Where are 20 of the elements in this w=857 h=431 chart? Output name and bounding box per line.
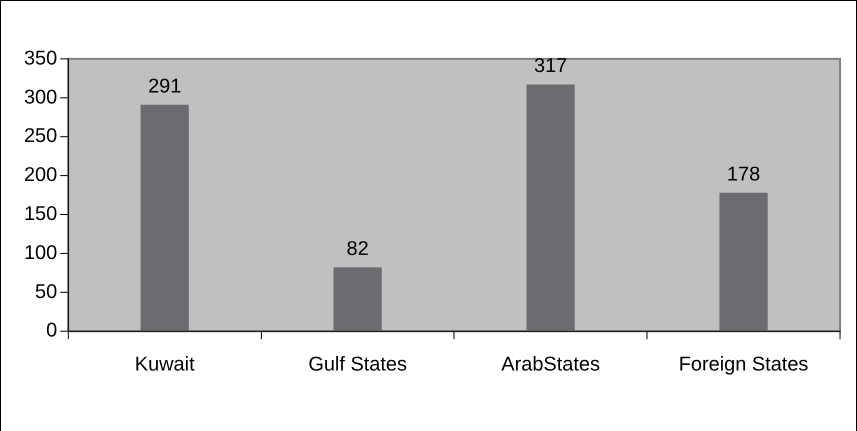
data-label: 178: [726, 163, 760, 186]
data-label: 82: [346, 238, 369, 260]
data-label: 291: [148, 75, 182, 98]
y-tick-label: 150: [24, 203, 58, 226]
bar: [334, 267, 382, 331]
bar: [719, 192, 768, 331]
x-tick-label: Foreign States: [678, 354, 808, 376]
x-tick-label: Gulf States: [308, 354, 407, 376]
y-tick-label: 0: [46, 320, 58, 342]
y-tick-label: 350: [24, 47, 58, 70]
x-tick-label: ArabStates: [501, 354, 600, 376]
y-tick-label: 100: [24, 242, 58, 264]
y-tick-label: 300: [24, 86, 58, 108]
bar: [140, 104, 189, 331]
y-tick-label: 200: [24, 164, 58, 186]
x-tick-label: Kuwait: [134, 354, 196, 376]
bar: [526, 84, 575, 331]
data-label: 317: [534, 55, 568, 78]
y-tick-label: 250: [24, 125, 58, 148]
y-tick-label: 50: [35, 280, 58, 303]
